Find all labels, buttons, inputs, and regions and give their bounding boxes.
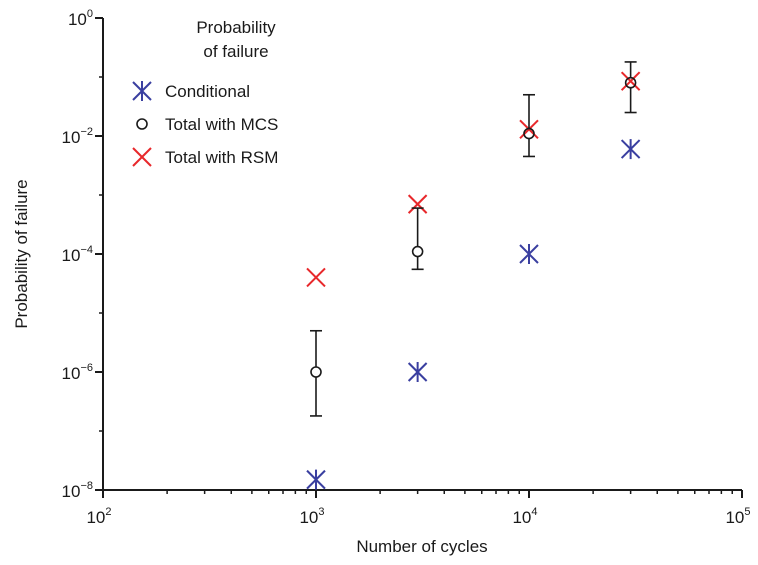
legend-marker-total-with-mcs <box>136 118 148 130</box>
data-point-total-with-mcs <box>523 127 535 140</box>
y-tick-label: 10−2 <box>62 126 93 147</box>
legend-label-conditional: Conditional <box>165 82 250 101</box>
legend: Probability of failure Conditional Total… <box>132 18 278 167</box>
y-tick-label: 10−8 <box>62 480 93 501</box>
legend-label-total-rsm: Total with RSM <box>165 148 278 167</box>
series-total-with-mcs <box>310 61 637 417</box>
data-point-total-with-mcs <box>624 76 637 89</box>
legend-label-total-mcs: Total with MCS <box>165 115 278 134</box>
data-point-total-with-mcs <box>310 366 322 378</box>
data-point-conditional <box>620 139 641 160</box>
data-point-total-with-rsm <box>620 71 641 91</box>
error-bar <box>624 61 637 114</box>
legend-marker-total-with-rsm <box>132 147 152 167</box>
y-axis-title: Probability of failure <box>12 179 31 328</box>
error-bar <box>411 207 424 271</box>
y-tick-label: 100 <box>68 8 93 29</box>
x-axis-title: Number of cycles <box>356 537 487 556</box>
x-tick-label: 104 <box>512 506 537 527</box>
y-tick-label: 10−4 <box>62 244 93 265</box>
x-tick-label: 105 <box>725 506 750 527</box>
error-bar <box>310 329 322 417</box>
data-point-total-with-rsm <box>306 267 326 288</box>
y-tick-label: 10−6 <box>62 362 93 383</box>
data-layer <box>306 61 641 490</box>
data-point-conditional <box>519 244 539 264</box>
legend-title-line-2: of failure <box>203 42 268 61</box>
data-point-conditional <box>407 362 428 382</box>
data-point-total-with-mcs <box>411 245 424 258</box>
x-tick-label: 102 <box>86 506 111 527</box>
legend-title-line-1: Probability <box>196 18 276 37</box>
x-tick-label: 103 <box>299 506 324 527</box>
data-point-total-with-rsm <box>407 194 428 214</box>
axes: 102 103 104 105 10−8 10−6 10−4 10−2 100 <box>62 8 751 527</box>
series-total-with-rsm <box>306 71 641 288</box>
series-conditional <box>306 139 641 490</box>
error-bar <box>523 93 535 158</box>
data-point-conditional <box>306 469 326 490</box>
legend-marker-conditional <box>132 81 152 101</box>
